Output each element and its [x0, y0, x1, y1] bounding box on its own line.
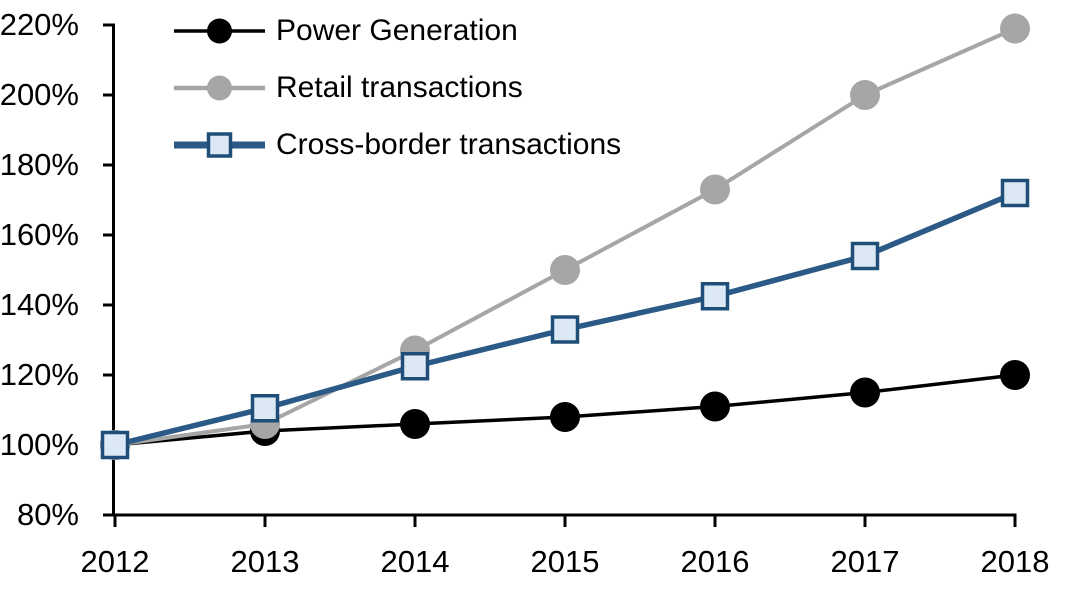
y-tick-label: 140% [0, 287, 79, 322]
x-tick-label: 2018 [981, 544, 1050, 579]
legend-marker [206, 132, 233, 158]
series-marker-power-generation [550, 402, 580, 432]
series-marker-power-generation [700, 391, 730, 422]
series-marker-cross-border-transactions [550, 315, 580, 344]
series-marker-power-generation [850, 377, 880, 408]
x-tick-label: 2017 [831, 544, 900, 579]
y-tick-label: 180% [0, 147, 79, 182]
y-tick-label: 120% [0, 357, 79, 392]
legend-item-retail-transactions: Retail transactions [172, 71, 621, 105]
x-tick-label: 2013 [231, 544, 300, 579]
series-marker-retail-transactions [700, 174, 730, 205]
x-tick-label: 2015 [531, 544, 600, 579]
series-marker-retail-transactions [850, 80, 880, 110]
x-tick-label: 2014 [381, 544, 450, 579]
series-marker-cross-border-transactions [400, 352, 430, 381]
series-marker-cross-border-transactions [700, 282, 730, 311]
legend-item-cross-border-transactions: Cross-border transactions [172, 128, 621, 162]
y-tick-label: 80% [17, 497, 79, 532]
y-tick-label: 200% [0, 77, 79, 112]
series-marker-cross-border-transactions [100, 430, 130, 460]
legend-marker [207, 18, 232, 44]
series-marker-power-generation [400, 409, 430, 439]
series-marker-retail-transactions [1000, 13, 1030, 44]
x-tick-label: 2012 [81, 544, 150, 579]
series-marker-cross-border-transactions [1000, 178, 1030, 208]
series-marker-cross-border-transactions [250, 394, 280, 423]
y-tick-label: 160% [0, 217, 79, 252]
legend-marker [207, 75, 232, 101]
y-tick-label: 100% [0, 427, 79, 462]
series-marker-retail-transactions [550, 255, 580, 285]
legend-sample-cross-border-transactions [174, 132, 265, 158]
y-tick-label: 220% [0, 7, 79, 42]
legend-label-power-generation: Power Generation [276, 14, 518, 47]
legend-sample-power-generation [174, 18, 265, 44]
legend-item-power-generation: Power Generation [172, 14, 621, 48]
legend-sample-retail-transactions [174, 75, 265, 101]
series-marker-power-generation [1000, 360, 1030, 390]
x-tick-label: 2016 [681, 544, 750, 579]
series-marker-cross-border-transactions [850, 241, 880, 271]
legend-label-cross-border-transactions: Cross-border transactions [276, 128, 622, 161]
legend-label-retail-transactions: Retail transactions [276, 71, 523, 104]
chart-legend: Power Generation Retail transactions Cro… [172, 14, 621, 185]
